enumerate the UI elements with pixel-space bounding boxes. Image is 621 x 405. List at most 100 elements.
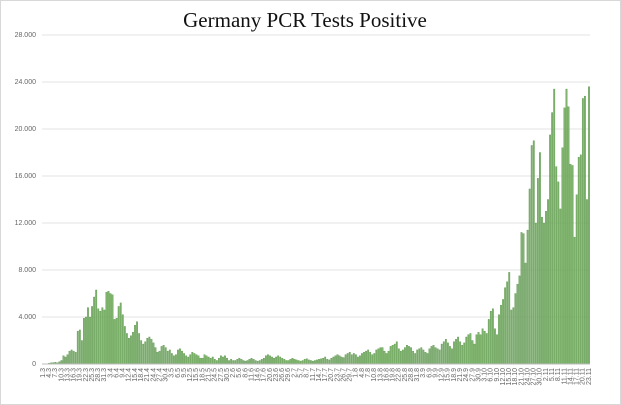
- bar: [424, 352, 427, 365]
- x-tick-label: 21.5: [205, 368, 212, 382]
- x-tick-label: 10.8: [371, 368, 378, 382]
- bar: [99, 310, 102, 365]
- bar: [561, 147, 564, 365]
- bar: [438, 349, 441, 365]
- bar: [551, 112, 554, 365]
- bar: [279, 356, 282, 365]
- bar: [506, 281, 509, 365]
- bar: [428, 348, 431, 365]
- bar: [301, 360, 304, 365]
- x-tick-label: 18.10: [512, 368, 519, 386]
- bar: [187, 356, 190, 365]
- x-tick-label: 21.9: [457, 368, 464, 382]
- bar: [76, 330, 79, 365]
- bar: [175, 354, 177, 365]
- x-tick-label: 20.11: [580, 368, 587, 385]
- bar: [158, 350, 161, 365]
- bar: [199, 357, 202, 365]
- x-tick-label: 15.5: [193, 368, 200, 382]
- x-tick-label: 9.9: [432, 368, 439, 378]
- bar: [367, 349, 370, 365]
- x-tick-label: 1.8: [353, 368, 360, 378]
- bar: [332, 356, 335, 365]
- bar: [80, 340, 83, 365]
- bar: [289, 359, 292, 365]
- bar: [217, 357, 220, 365]
- x-tick-label: 15.10: [506, 368, 513, 386]
- x-tick-label: 13.3: [64, 368, 71, 382]
- x-tick-label: 6.4: [113, 368, 120, 378]
- bar: [483, 330, 486, 365]
- bar: [508, 272, 511, 365]
- bar: [334, 355, 337, 365]
- bar: [62, 355, 65, 365]
- bar: [359, 355, 361, 365]
- bar: [385, 353, 388, 365]
- x-tick-label: 27.5: [218, 368, 225, 382]
- bar: [453, 341, 455, 365]
- y-tick-label: 12.000: [15, 220, 37, 227]
- x-tick-label: 27.10: [531, 368, 538, 386]
- bar: [189, 354, 192, 365]
- bar: [473, 343, 476, 365]
- bar: [154, 347, 157, 365]
- bar: [371, 354, 374, 365]
- bar: [215, 360, 218, 365]
- bar: [555, 166, 558, 365]
- bar: [117, 306, 120, 365]
- bar: [526, 229, 529, 365]
- x-tick-label: 26.7: [340, 368, 347, 382]
- bar: [420, 347, 423, 365]
- x-tick-label: 14.7: [316, 368, 323, 382]
- bar: [553, 88, 556, 365]
- bar: [132, 332, 134, 365]
- bar: [305, 358, 308, 365]
- bar: [197, 355, 200, 365]
- bar: [195, 354, 198, 365]
- bar: [260, 359, 263, 365]
- bar: [352, 353, 355, 365]
- x-tick-label: 3.4: [107, 368, 114, 378]
- x-tick-label: 20.6: [267, 368, 274, 382]
- bar: [320, 358, 322, 365]
- chart-title: Germany PCR Tests Positive: [183, 8, 427, 32]
- bar: [563, 107, 566, 365]
- bar: [518, 275, 521, 365]
- x-tick-label: 21.4: [144, 368, 151, 382]
- bar: [119, 302, 122, 365]
- bar: [111, 294, 114, 365]
- bar: [457, 336, 459, 365]
- bar: [402, 349, 404, 365]
- bar: [281, 357, 284, 365]
- x-tick-label: 22.8: [396, 368, 403, 382]
- bar: [179, 348, 181, 365]
- x-tick-label: 4.8: [359, 368, 366, 378]
- bar: [530, 145, 533, 365]
- bar: [324, 356, 327, 365]
- bar: [123, 326, 126, 365]
- bar: [432, 345, 435, 365]
- bar: [291, 357, 294, 365]
- bar: [365, 350, 367, 365]
- x-tick-label: 29.6: [285, 368, 292, 382]
- bar: [201, 357, 204, 365]
- bar: [440, 343, 443, 365]
- bar: [93, 296, 96, 365]
- bar: [295, 359, 298, 365]
- bar: [326, 359, 329, 365]
- x-tick-label: 12.4: [126, 368, 133, 382]
- bar: [121, 314, 124, 365]
- x-tick-label: 23.11: [586, 368, 593, 385]
- bar: [177, 349, 179, 365]
- x-tick-label: 27.9: [469, 368, 476, 382]
- bar: [336, 354, 339, 365]
- bar: [185, 355, 188, 365]
- bar: [557, 181, 560, 365]
- bar: [134, 325, 136, 365]
- bar: [461, 345, 464, 365]
- bar: [97, 308, 100, 365]
- x-tick-label: 18.4: [138, 368, 145, 382]
- y-tick-label: 16.000: [15, 173, 37, 180]
- bar: [130, 335, 132, 365]
- bar: [436, 348, 439, 365]
